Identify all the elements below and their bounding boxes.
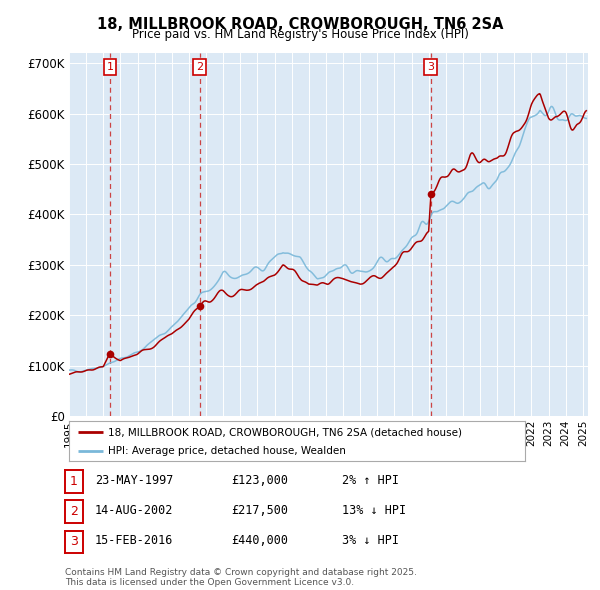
Text: 2: 2 [196, 62, 203, 72]
Text: Price paid vs. HM Land Registry's House Price Index (HPI): Price paid vs. HM Land Registry's House … [131, 28, 469, 41]
Text: 23-MAY-1997: 23-MAY-1997 [95, 474, 173, 487]
Text: Contains HM Land Registry data © Crown copyright and database right 2025.
This d: Contains HM Land Registry data © Crown c… [65, 568, 416, 587]
Text: 3: 3 [70, 536, 78, 549]
Text: 13% ↓ HPI: 13% ↓ HPI [342, 504, 406, 517]
Text: 2% ↑ HPI: 2% ↑ HPI [342, 474, 399, 487]
Text: 18, MILLBROOK ROAD, CROWBOROUGH, TN6 2SA (detached house): 18, MILLBROOK ROAD, CROWBOROUGH, TN6 2SA… [108, 428, 462, 438]
Text: HPI: Average price, detached house, Wealden: HPI: Average price, detached house, Weal… [108, 447, 346, 456]
Text: 3: 3 [427, 62, 434, 72]
Text: 15-FEB-2016: 15-FEB-2016 [95, 534, 173, 547]
Text: 14-AUG-2002: 14-AUG-2002 [95, 504, 173, 517]
Text: £123,000: £123,000 [231, 474, 288, 487]
Text: 1: 1 [106, 62, 113, 72]
Text: 3% ↓ HPI: 3% ↓ HPI [342, 534, 399, 547]
Text: 1: 1 [70, 476, 78, 489]
Text: £440,000: £440,000 [231, 534, 288, 547]
Text: 2: 2 [70, 506, 78, 519]
Text: £217,500: £217,500 [231, 504, 288, 517]
Text: 18, MILLBROOK ROAD, CROWBOROUGH, TN6 2SA: 18, MILLBROOK ROAD, CROWBOROUGH, TN6 2SA [97, 17, 503, 31]
